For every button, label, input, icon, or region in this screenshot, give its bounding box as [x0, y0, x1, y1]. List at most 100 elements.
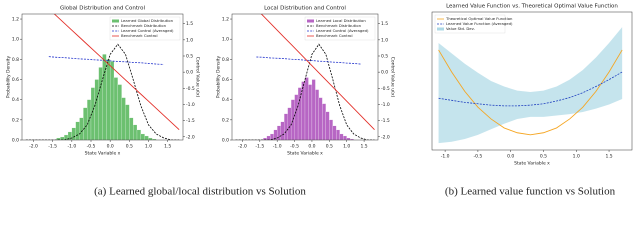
y2-tick-label: 0.5: [186, 54, 193, 60]
histogram-bar: [113, 77, 118, 140]
y2-tick-label: 0.5: [381, 54, 388, 60]
histogram-bar: [110, 61, 115, 140]
plot-frame: [431, 11, 633, 151]
histogram-bar: [136, 129, 141, 140]
histogram-bar: [325, 111, 330, 140]
x-tick-label: 1.5: [164, 144, 171, 150]
y2-axis-label: Control Value u(x): [390, 57, 396, 98]
histogram-bar: [311, 79, 316, 140]
x-tick-label: -0.5: [87, 144, 96, 150]
y2-tick-label: 1.5: [381, 21, 388, 27]
legend-swatch: [437, 27, 444, 31]
y-tick-label: 0.6: [12, 77, 19, 83]
caption: (a) Learned global/local distribution vs…: [94, 186, 306, 198]
x-tick-label: -1.0: [441, 154, 450, 160]
histogram-bar: [106, 59, 111, 140]
legend-swatch: [307, 19, 314, 23]
histogram-bar: [266, 135, 271, 140]
histogram-bar: [318, 97, 323, 140]
y2-tick-label: -1.0: [186, 102, 195, 108]
y-tick-label: 0.6: [222, 77, 229, 83]
legend-label: Learned Global Distribution: [121, 18, 174, 23]
histogram-bar: [148, 137, 153, 140]
x-tick-label: 1.0: [573, 154, 580, 160]
y-tick-label: 0.2: [12, 117, 19, 123]
x-tick-label: 0.0: [308, 144, 315, 150]
y-tick-label: 1.0: [12, 37, 19, 43]
plot-area: [25, 14, 180, 140]
plot-area: [235, 14, 375, 140]
legend-box: [109, 16, 181, 41]
histogram-bar: [343, 135, 347, 140]
y2-tick-label: 1.5: [186, 21, 193, 27]
y-tick-label: 0.0: [222, 138, 229, 144]
histogram-bar: [129, 117, 134, 140]
x-tick-label: 0.5: [540, 154, 547, 160]
histogram-bar: [346, 137, 351, 140]
y-tick-label: 0.2: [222, 117, 229, 123]
line: [260, 14, 375, 130]
y2-tick-label: -2.0: [186, 134, 195, 140]
histogram-bar: [71, 127, 76, 140]
histogram-bar: [315, 89, 320, 140]
legend-label: Benchmark Control: [316, 33, 353, 38]
histogram-bar: [98, 67, 103, 140]
plot-frame: [231, 13, 379, 141]
line: [48, 56, 164, 65]
line: [235, 43, 375, 140]
x-tick-label: 0.0: [507, 154, 514, 160]
histogram-bar: [83, 107, 88, 140]
y-axis-label: Probability Density: [6, 56, 12, 99]
x-tick-label: 0.0: [107, 144, 114, 150]
x-axis-label: State Variable x: [85, 151, 121, 157]
histogram-bar: [144, 135, 149, 140]
plot-frame: [21, 13, 184, 141]
legend-label: Theoretical Optimal Value Function: [445, 16, 513, 21]
histogram-bar: [294, 94, 299, 140]
chart-title: Local Distribution and Control: [264, 6, 346, 12]
histogram-bar: [133, 124, 138, 140]
histogram-bar: [94, 79, 99, 140]
legend-box: [434, 14, 506, 34]
legend-label: Value Std. Dev.: [446, 26, 475, 31]
legend-label: Learned Control (Averaged): [316, 28, 369, 33]
y-axis-label: Probability Density: [216, 56, 222, 99]
histogram-bar: [332, 125, 337, 140]
x-axis-label: State Variable x: [514, 161, 550, 167]
chart-title: Global Distribution and Control: [60, 6, 146, 12]
std-band: [438, 27, 623, 144]
histogram-bar: [290, 99, 295, 140]
legend-label: Learned Control (Averaged): [121, 28, 174, 33]
caption: (b) Learned value function vs Solution: [445, 186, 616, 198]
y-tick-label: 0.4: [222, 97, 229, 103]
legend-label: Learned Local Distribution: [316, 18, 366, 23]
x-tick-label: 1.5: [605, 154, 612, 160]
y2-tick-label: -0.5: [381, 86, 390, 92]
legend-label: Learned Value Function (Averaged): [446, 21, 513, 26]
histogram-bar: [125, 104, 130, 140]
histogram-bar: [339, 133, 344, 140]
line: [438, 49, 623, 136]
legend-label: Benchmark Distribution: [121, 23, 167, 28]
y-tick-label: 0.8: [222, 57, 229, 63]
x-tick-label: -0.5: [474, 154, 483, 160]
x-tick-label: 1.0: [343, 144, 350, 150]
line: [256, 56, 361, 65]
histogram-bar: [121, 97, 126, 140]
x-tick-label: 0.5: [126, 144, 133, 150]
x-axis-label: State Variable x: [287, 151, 323, 157]
x-tick-label: 1.0: [145, 144, 152, 150]
histogram-bar: [350, 138, 354, 140]
y2-tick-label: 1.0: [186, 37, 193, 43]
histogram-bar: [152, 138, 157, 140]
y2-tick-label: -0.5: [186, 86, 195, 92]
legend-box: [304, 16, 376, 41]
y2-tick-label: 0.0: [186, 70, 193, 76]
histogram-bar: [102, 54, 107, 140]
y-tick-label: 1.0: [222, 37, 229, 43]
y2-tick-label: 0.0: [381, 70, 388, 76]
figure: (a) Learned global/local distribution vs…: [6, 4, 633, 198]
histogram-bar: [75, 121, 80, 140]
x-tick-label: -1.0: [67, 144, 76, 150]
histogram-bar: [284, 113, 288, 140]
